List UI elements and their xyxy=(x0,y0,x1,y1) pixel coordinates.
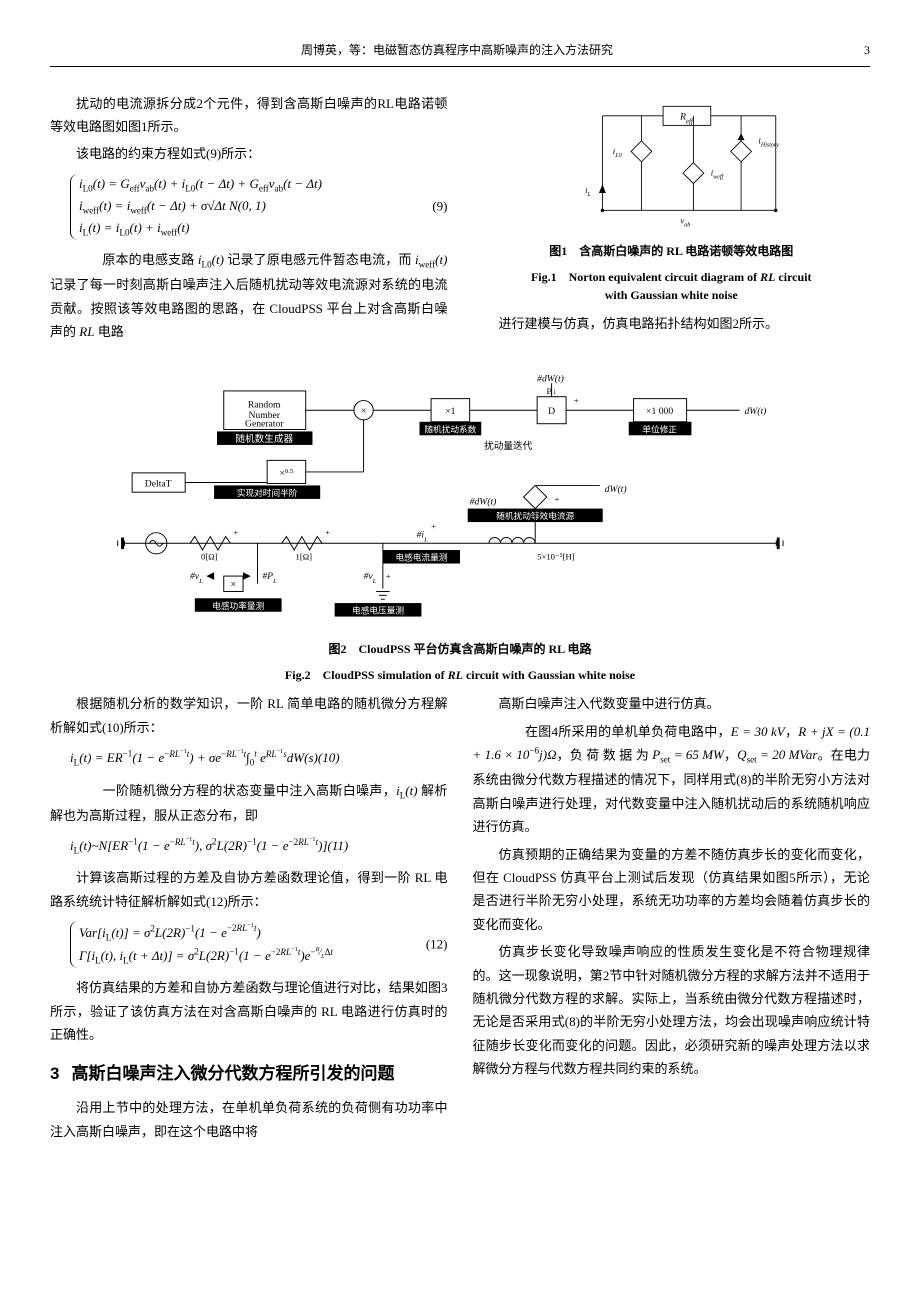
svg-text:dW(t): dW(t) xyxy=(744,406,766,417)
svg-text:+: + xyxy=(555,494,560,504)
paragraph: 一阶随机微分方程的状态变量中注入高斯白噪声，iL(t) 解析解也为高斯过程，服从… xyxy=(50,779,448,827)
paragraph: 将仿真结果的方差和自协方差函数与理论值进行对比，结果如图3所示，验证了该仿真方法… xyxy=(50,976,448,1046)
svg-text:0[Ω]: 0[Ω] xyxy=(201,552,218,562)
svg-text:Reff: Reff xyxy=(679,112,694,125)
svg-text:电感功率量测: 电感功率量测 xyxy=(212,600,264,611)
svg-text:vab: vab xyxy=(680,215,690,228)
svg-text:Generator: Generator xyxy=(245,419,284,430)
svg-text:×1 000: ×1 000 xyxy=(646,406,673,417)
svg-text:#dW(t): #dW(t) xyxy=(537,374,564,385)
figure-1-circuit: Reff iHistory iL0 iweff iL xyxy=(473,102,871,232)
svg-text:×: × xyxy=(230,580,236,591)
svg-text:#PL: #PL xyxy=(262,571,277,585)
fig1-caption-en: Fig.1 Norton equivalent circuit diagram … xyxy=(473,268,871,304)
equation-12: Var[iL(t)] = σ2L(2R)−1(1 − e−2RL−1t) Γ[i… xyxy=(70,921,448,968)
paragraph: 计算该高斯过程的方差及自协方差函数理论值，得到一阶 RL 电路系统统计特征解析解… xyxy=(50,866,448,913)
paragraph: 仿真步长变化导致噪声响应的性质发生变化是不符合物理规律的。这一现象说明，第2节中… xyxy=(473,940,871,1080)
svg-text:D: D xyxy=(548,406,555,417)
svg-text:×1: ×1 xyxy=(445,406,455,417)
paragraph: 高斯白噪声注入代数变量中进行仿真。 xyxy=(473,692,871,715)
svg-text:×: × xyxy=(361,406,367,417)
svg-text:iL: iL xyxy=(585,185,591,198)
running-header: 周博英，等：电磁暂态仿真程序中高斯噪声的注入方法研究 3 xyxy=(50,40,870,67)
paragraph: 根据随机分析的数学知识，一阶 RL 简单电路的随机微分方程解析解如式(10)所示… xyxy=(50,692,448,739)
header-title: 周博英，等：电磁暂态仿真程序中高斯噪声的注入方法研究 xyxy=(301,40,613,62)
fig1-caption-cn: 图1 含高斯白噪声的 RL 电路诺顿等效电路图 xyxy=(473,242,871,260)
svg-text:DeltaT: DeltaT xyxy=(145,479,172,490)
svg-text:+: + xyxy=(325,528,330,538)
equation-9: iL0(t) = Geffvab(t) + iL0(t − Δt) + Geff… xyxy=(70,174,448,240)
svg-text:iweff: iweff xyxy=(710,167,724,180)
svg-text:+: + xyxy=(386,571,391,581)
fig2-caption-en: Fig.2 CloudPSS simulation of RL circuit … xyxy=(50,666,870,684)
svg-text:Random: Random xyxy=(248,400,281,411)
svg-text:+: + xyxy=(574,396,579,406)
paragraph: 进行建模与仿真，仿真电路拓扑结构如图2所示。 xyxy=(473,312,871,335)
paragraph: 在图4所采用的单机单负荷电路中，E = 30 kV，R + jX = (0.1 … xyxy=(473,720,871,839)
svg-text:随机数生成器: 随机数生成器 xyxy=(235,433,293,445)
svg-text:单位修正: 单位修正 xyxy=(642,424,677,435)
svg-text:随机扰动系数: 随机扰动系数 xyxy=(424,424,476,435)
svg-text:5×10⁻⁵[H]: 5×10⁻⁵[H] xyxy=(537,552,575,562)
paragraph: 原本的电感支路 iL0(t) 记录了原电感元件暂态电流，而 iweff(t) 记… xyxy=(50,248,448,343)
fig2-caption-cn: 图2 CloudPSS 平台仿真含高斯白噪声的 RL 电路 xyxy=(50,640,870,658)
svg-text:#vL: #vL xyxy=(190,571,203,585)
svg-text:#dW(t): #dW(t) xyxy=(470,497,497,508)
svg-text:+: + xyxy=(233,528,238,538)
section-3-heading: 3高斯白噪声注入微分代数方程所引发的问题 xyxy=(50,1062,448,1086)
paragraph: 扰动的电流源拆分成2个元件，得到含高斯白噪声的RL电路诺顿等效电路图如图1所示。 xyxy=(50,92,448,139)
svg-text:+: + xyxy=(431,521,436,531)
paragraph: 沿用上节中的处理方法，在单机单负荷系统的负荷侧有功功率中注入高斯白噪声，即在这个… xyxy=(50,1096,448,1143)
svg-text:#vL: #vL xyxy=(364,571,377,585)
svg-text:扰动量迭代: 扰动量迭代 xyxy=(484,440,532,452)
svg-text:×0.5: ×0.5 xyxy=(279,468,294,480)
paragraph: 仿真预期的正确结果为变量的方差不随仿真步长的变化而变化，但在 CloudPSS … xyxy=(473,843,871,937)
figure-2-simulation: Random Number Generator 随机数生成器 × ×1 随机扰动… xyxy=(50,362,870,632)
svg-text:1[Ω]: 1[Ω] xyxy=(296,552,313,562)
equation-11: iL(t)~N[ER−1(1 − e−RL−1t), σ2L(2R)−1(1 −… xyxy=(70,835,448,859)
svg-text:dW(t): dW(t) xyxy=(605,484,627,495)
svg-text:电感电流量测: 电感电流量测 xyxy=(395,552,447,563)
svg-text:电感电压量测: 电感电压量测 xyxy=(352,605,404,616)
svg-text:B↓: B↓ xyxy=(547,386,557,396)
svg-text:iL0: iL0 xyxy=(612,146,621,159)
svg-text:实现对时间半阶: 实现对时间半阶 xyxy=(237,487,298,498)
eq-number: (12) xyxy=(426,934,448,955)
page-number: 3 xyxy=(864,40,870,62)
svg-text:#iL: #iL xyxy=(417,530,429,544)
equation-10: iL(t) = ER−1(1 − e−RL−1t) + σe−RL−1t∫0t … xyxy=(70,747,448,771)
eq-number: (9) xyxy=(432,197,447,218)
paragraph: 该电路的约束方程如式(9)所示： xyxy=(50,142,448,165)
